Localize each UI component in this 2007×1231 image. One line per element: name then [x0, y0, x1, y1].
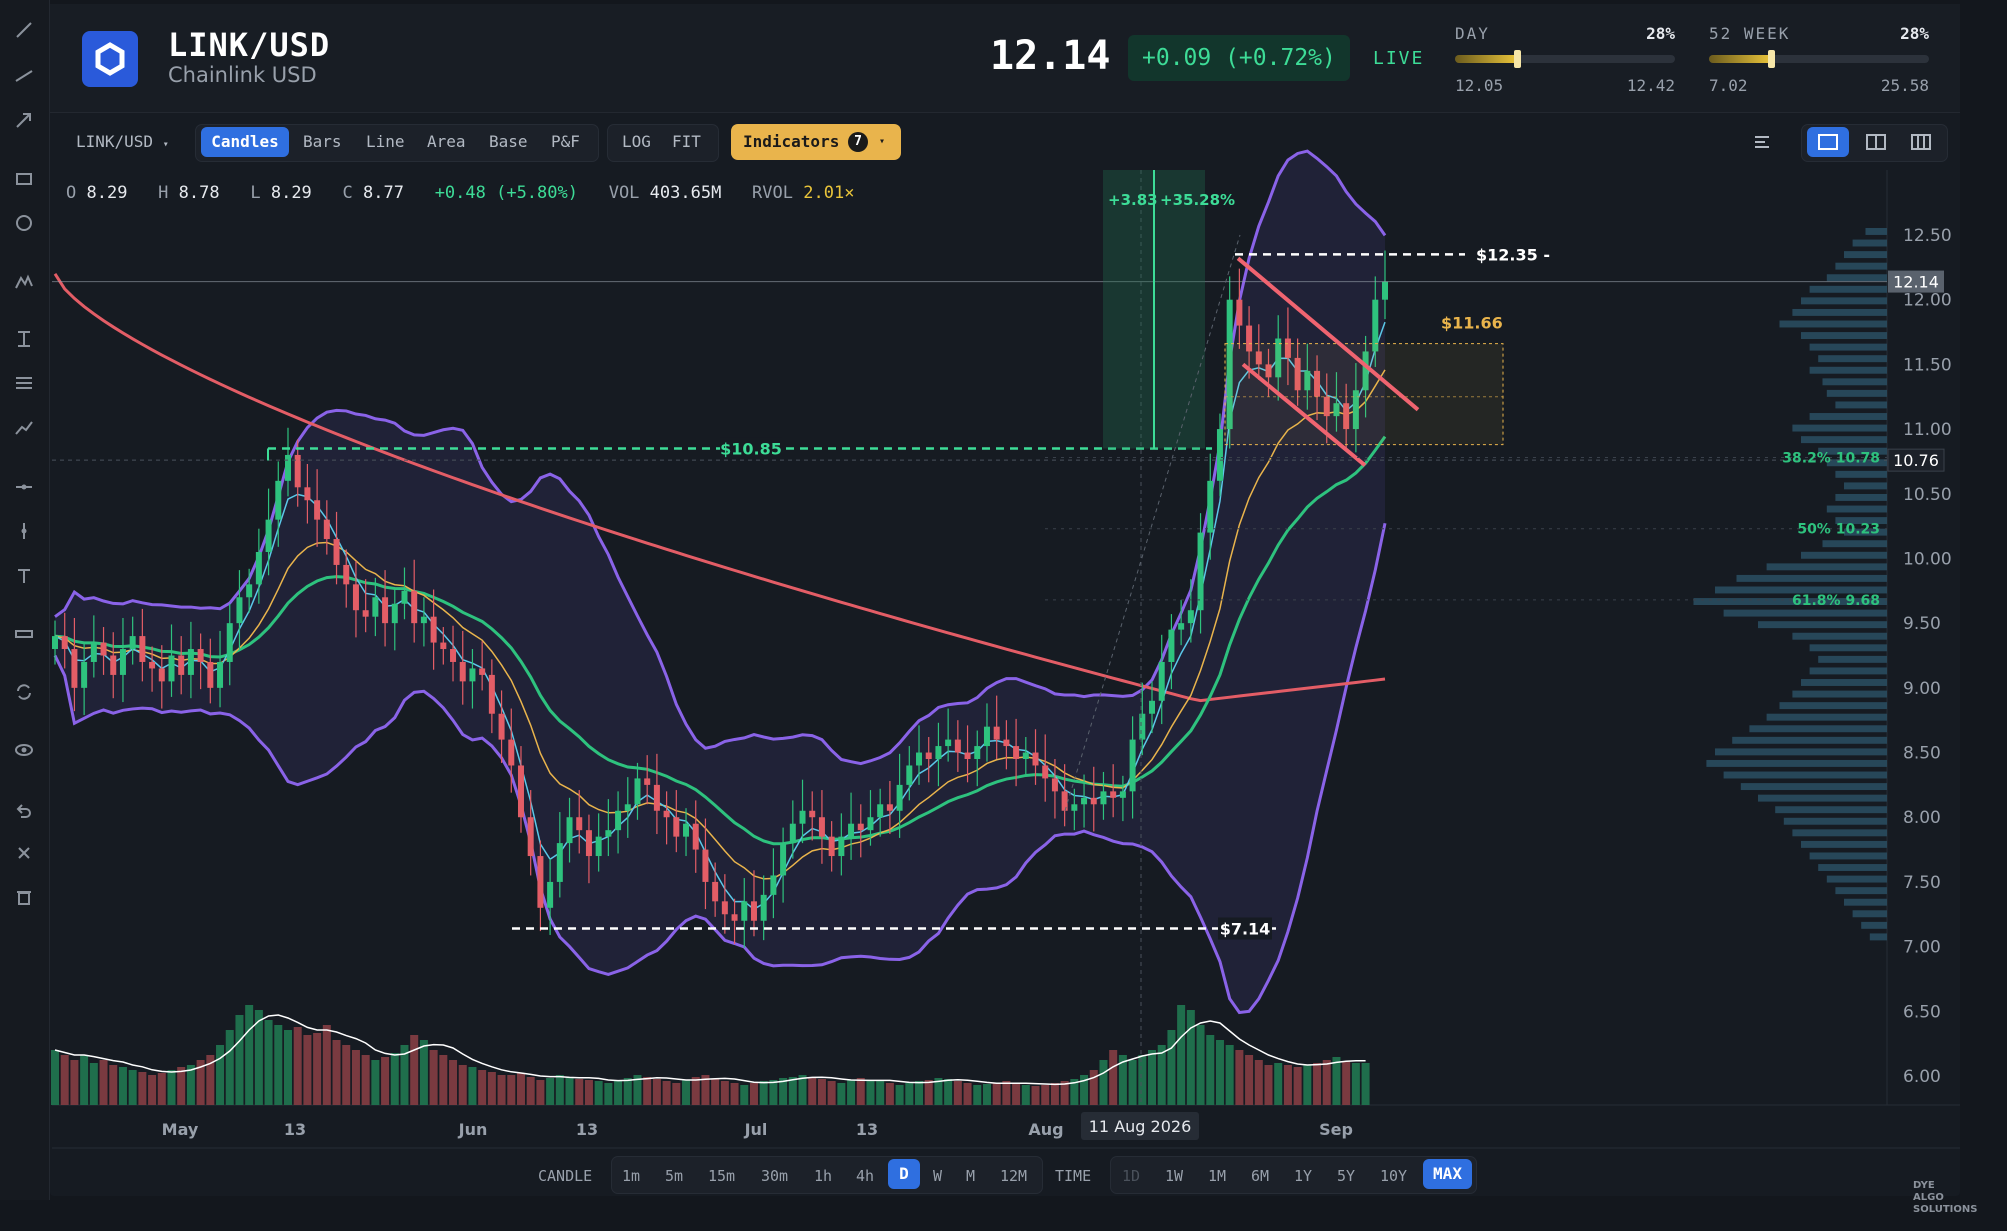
ray-tool-icon[interactable]: [10, 61, 38, 89]
volume-label: VOL: [608, 183, 640, 203]
symbol-select-label: LINK/USD: [76, 132, 154, 151]
close-value: 8.77: [363, 183, 404, 203]
day-range-label: DAY: [1455, 24, 1490, 43]
interval-15m[interactable]: 15m: [708, 1167, 736, 1185]
open-value: 8.29: [86, 183, 128, 203]
candle-label: CANDLE: [538, 1167, 593, 1185]
pattern-tool-icon[interactable]: [10, 268, 38, 296]
last-price: 12.14: [990, 33, 1111, 79]
split-layout-icon[interactable]: [1855, 127, 1897, 157]
week52-range-label: 52 WEEK: [1709, 24, 1791, 43]
open-label: O: [66, 183, 77, 203]
range-max[interactable]: MAX: [1423, 1159, 1472, 1189]
rectangle-tool-icon[interactable]: [10, 165, 38, 193]
chart-type-line[interactable]: Line: [366, 132, 405, 151]
high-value: 8.78: [178, 183, 220, 203]
line-tool-icon[interactable]: [10, 16, 38, 44]
interval-w[interactable]: W: [933, 1167, 943, 1185]
week52-range-pct: 28%: [1900, 24, 1929, 43]
single-layout-icon[interactable]: [1807, 127, 1849, 157]
high-label: H: [158, 183, 169, 203]
live-indicator: LIVE: [1373, 48, 1425, 69]
day-low: 12.05: [1455, 76, 1504, 95]
symbol-select[interactable]: LINK/USD ▾: [76, 127, 169, 157]
fit-button[interactable]: FIT: [672, 132, 701, 151]
week52-low: 7.02: [1709, 76, 1748, 95]
range-1m[interactable]: 1M: [1208, 1167, 1227, 1185]
interval-1m[interactable]: 1m: [622, 1167, 641, 1185]
log-scale-button[interactable]: LOG: [622, 132, 651, 151]
arrow-tool-icon[interactable]: [10, 106, 38, 134]
interval-m[interactable]: M: [966, 1167, 976, 1185]
day-range-fill: [1455, 55, 1517, 63]
range-6m[interactable]: 6M: [1251, 1167, 1270, 1185]
day-high: 12.42: [1626, 76, 1675, 95]
week52-high: 25.58: [1880, 76, 1929, 95]
watermark-line: DYE: [1913, 1180, 1935, 1191]
horizontal-line-icon[interactable]: [10, 473, 38, 501]
time-label: TIME: [1055, 1167, 1092, 1185]
bar-change: +0.48 (+5.80%): [434, 183, 578, 203]
chainlink-logo-icon: [82, 31, 138, 87]
chart-type-pnf[interactable]: P&F: [551, 132, 580, 151]
range-5y[interactable]: 5Y: [1337, 1167, 1356, 1185]
chevron-down-icon: ▾: [879, 136, 886, 147]
day-range-bar: [1455, 55, 1675, 63]
interval-30m[interactable]: 30m: [761, 1167, 789, 1185]
range-10y[interactable]: 10Y: [1380, 1167, 1408, 1185]
ohlc-legend: O 8.29 H 8.78 L 8.29 C 8.77 +0.48 (+5.80…: [66, 183, 854, 203]
watermark: DYE ALGO SOLUTIONS: [1913, 1180, 1977, 1216]
trash-icon[interactable]: [10, 883, 38, 911]
fib-tool-icon[interactable]: [10, 369, 38, 397]
eye-icon[interactable]: [10, 736, 38, 764]
week52-range-fill: [1709, 55, 1771, 63]
chevron-down-icon: ▾: [162, 139, 169, 150]
range-tool-icon[interactable]: [10, 325, 38, 353]
range-1y[interactable]: 1Y: [1294, 1167, 1313, 1185]
rvol-label: RVOL: [752, 183, 793, 203]
indicators-count: 7: [848, 132, 868, 152]
drawing-toolbar: [0, 0, 50, 1200]
ruler-tool-icon[interactable]: [10, 620, 38, 648]
watermark-line: SOLUTIONS: [1913, 1204, 1978, 1215]
interval-1h[interactable]: 1h: [814, 1167, 833, 1185]
text-tool-icon[interactable]: [10, 562, 38, 590]
day-range-marker: [1513, 50, 1521, 68]
interval-5m[interactable]: 5m: [665, 1167, 684, 1185]
triple-layout-icon[interactable]: [1900, 127, 1942, 157]
chart-type-area[interactable]: Area: [427, 132, 466, 151]
chart-type-candles[interactable]: Candles: [201, 127, 289, 157]
circle-tool-icon[interactable]: [10, 209, 38, 237]
chart-type-base[interactable]: Base: [489, 132, 528, 151]
list-icon[interactable]: [1752, 127, 1772, 157]
interval-group: [611, 1156, 1043, 1194]
symbol-name: Chainlink USD: [168, 63, 317, 87]
watermark-line: ALGO: [1913, 1192, 1944, 1203]
low-value: 8.29: [270, 183, 312, 203]
week52-range-bar: [1709, 55, 1929, 63]
interval-4h[interactable]: 4h: [856, 1167, 875, 1185]
symbol-title: LINK/USD: [168, 26, 331, 64]
close-label: C: [342, 183, 353, 203]
chart-type-bars[interactable]: Bars: [303, 132, 342, 151]
close-icon[interactable]: [10, 839, 38, 867]
range-1d[interactable]: 1D: [1122, 1167, 1141, 1185]
rvol-value: 2.01×: [803, 183, 855, 203]
price-change-badge: +0.09 (+0.72%): [1128, 35, 1350, 81]
volume-value: 403.65M: [649, 183, 722, 203]
range-group: [1110, 1156, 1477, 1194]
sync-icon[interactable]: [10, 678, 38, 706]
forecast-tool-icon[interactable]: [10, 414, 38, 442]
interval-d[interactable]: D: [888, 1159, 920, 1189]
indicators-button[interactable]: Indicators 7 ▾: [731, 124, 901, 160]
undo-icon[interactable]: [10, 797, 38, 825]
week52-range-marker: [1767, 50, 1775, 68]
vertical-line-icon[interactable]: [10, 517, 38, 545]
indicators-label: Indicators: [743, 132, 840, 151]
interval-12m[interactable]: 12M: [1000, 1167, 1028, 1185]
day-range-pct: 28%: [1646, 24, 1675, 43]
low-label: L: [250, 183, 261, 203]
range-1w[interactable]: 1W: [1165, 1167, 1184, 1185]
